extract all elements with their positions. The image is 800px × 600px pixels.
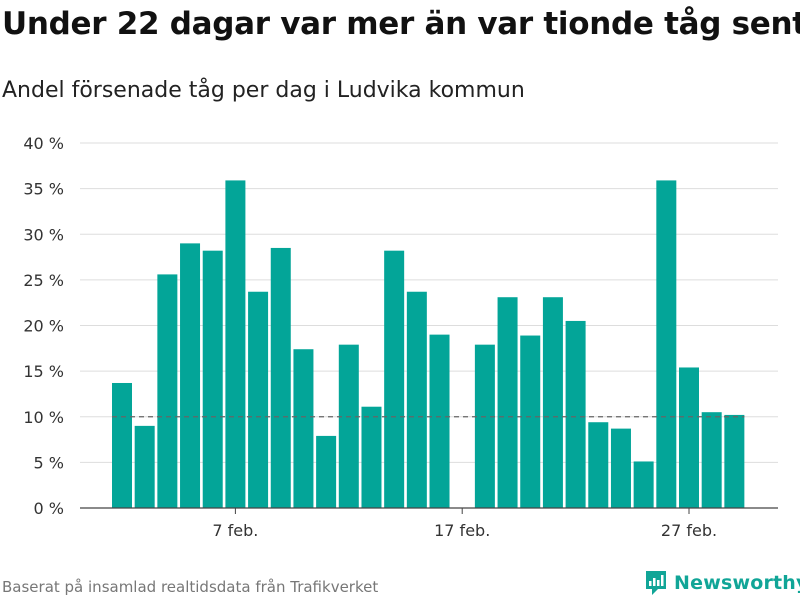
bar xyxy=(361,406,382,508)
source-note: Baserat på insamlad realtidsdata från Tr… xyxy=(2,578,379,596)
bar xyxy=(316,435,337,508)
y-tick-label: 25 % xyxy=(23,271,64,290)
bar xyxy=(293,349,314,508)
bar xyxy=(202,250,223,509)
y-tick-label: 0 % xyxy=(34,499,64,518)
newsworthy-icon xyxy=(646,571,666,595)
bar xyxy=(338,344,359,508)
y-tick-label: 5 % xyxy=(34,453,64,472)
bar xyxy=(112,382,132,508)
y-tick-label: 30 % xyxy=(23,225,64,244)
bar xyxy=(429,334,450,508)
y-tick-label: 35 % xyxy=(23,180,64,199)
bar xyxy=(225,180,246,508)
x-tick-label: 27 feb. xyxy=(661,521,717,540)
bar xyxy=(474,344,495,508)
bar xyxy=(180,243,201,508)
bar xyxy=(656,180,677,508)
bar xyxy=(633,461,654,508)
bar xyxy=(520,335,541,508)
bar xyxy=(565,320,586,508)
brand-name: Newsworthy xyxy=(674,572,800,594)
brand-logo: Newsworthy xyxy=(644,570,800,596)
bar xyxy=(134,425,155,508)
x-tick-label: 17 feb. xyxy=(434,521,490,540)
bar xyxy=(724,414,745,508)
chart-subtitle: Andel försenade tåg per dag i Ludvika ko… xyxy=(2,78,525,103)
bar xyxy=(406,291,427,508)
bar xyxy=(701,412,722,508)
chart-title: Under 22 dagar var mer än var tionde tåg… xyxy=(2,6,800,42)
bar xyxy=(542,297,563,508)
y-tick-label: 15 % xyxy=(23,362,64,381)
y-tick-label: 20 % xyxy=(23,317,64,336)
bar xyxy=(157,274,178,508)
y-tick-label: 10 % xyxy=(23,408,64,427)
x-tick-label: 7 feb. xyxy=(212,521,258,540)
bar xyxy=(588,422,609,508)
bar xyxy=(248,291,269,508)
bar xyxy=(384,250,405,509)
bar xyxy=(679,367,699,508)
bar xyxy=(610,428,631,508)
bar xyxy=(270,247,291,508)
y-tick-label: 40 % xyxy=(23,134,64,153)
bar xyxy=(497,297,518,508)
